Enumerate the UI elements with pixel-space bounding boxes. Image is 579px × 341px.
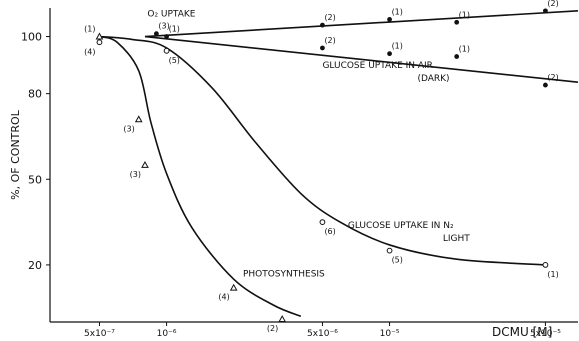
replicate-count-label: (2): [324, 36, 335, 45]
replicate-count-label: (1): [459, 45, 470, 54]
replicate-count-label: (2): [547, 0, 558, 8]
series-label-3: PHOTOSYNTHESIS: [243, 269, 325, 279]
data-point-dot: [320, 22, 325, 28]
replicate-count-label: (1): [547, 270, 558, 279]
data-point-circle: [163, 47, 170, 54]
data-point-circle: [96, 39, 103, 46]
replicate-count-label: (3): [123, 124, 134, 133]
x-tick-label: 10⁻⁵: [380, 329, 400, 339]
data-point-dot: [153, 31, 159, 37]
replicate-count-label: (1): [459, 10, 470, 19]
replicate-count-label: (5): [392, 256, 403, 265]
replicate-count-label: (3): [130, 170, 141, 179]
y-ticks: 20 50 80 100: [21, 31, 50, 272]
x-tick-label: 5x10⁻⁷: [84, 329, 115, 339]
data-point-dot: [543, 8, 548, 14]
data-point-dot: [320, 45, 325, 51]
y-tick-label: 80: [28, 88, 42, 101]
axes: [49, 8, 578, 323]
series-line-2: [99, 35, 546, 266]
x-tick-label: 5x10⁻⁵: [530, 329, 561, 339]
series-note-2: LIGHT: [443, 234, 470, 244]
y-tick-label: 50: [28, 173, 42, 186]
replicate-count-label: (1): [392, 7, 403, 16]
series-line-0: [144, 10, 579, 38]
data-point-dot: [454, 54, 460, 59]
replicate-count-label: (1): [84, 25, 95, 34]
x-tick-label: 10⁻⁶: [157, 329, 177, 339]
data-point-triangle: [229, 283, 238, 291]
x-axis-label: DCMU [M]: [492, 325, 552, 339]
series-label-1: GLUCOSE UPTAKE IN AIR: [322, 61, 433, 71]
series-labels: O₂ UPTAKE GLUCOSE UPTAKE IN AIR (DARK) GLUC…: [147, 10, 470, 280]
replicate-count-label: (2): [324, 13, 335, 22]
replicate-count-label: (1): [392, 42, 403, 51]
replicate-count-label: (1): [169, 25, 180, 34]
curves: [99, 10, 579, 318]
data-point-dot: [454, 19, 460, 25]
series-line-1: [144, 35, 579, 84]
data-point-circle: [319, 219, 326, 225]
series-label-0: O₂ UPTAKE: [147, 10, 195, 20]
y-tick-label: 20: [28, 259, 42, 272]
replicate-count-label: (2): [267, 324, 278, 333]
y-axis-label: %, OF CONTROL: [9, 109, 22, 200]
data-point-dot: [387, 17, 392, 22]
data-point-triangle: [95, 32, 104, 40]
replicate-count-label: (4): [218, 293, 229, 302]
replicate-count-label: (4): [84, 47, 95, 56]
replicate-count-label: (5): [169, 56, 180, 65]
replicate-count-label: (2): [547, 73, 558, 82]
data-point-triangle: [141, 160, 149, 168]
y-tick-label: 100: [21, 31, 42, 44]
replicate-count-label: (6): [324, 227, 335, 236]
series-line-3: [99, 35, 302, 318]
data-point-dot: [543, 82, 548, 88]
x-ticks: 5x10⁻⁷ 10⁻⁶ 5x10⁻⁶ 10⁻⁵ 5x10⁻⁵: [84, 322, 561, 339]
series-note-1: (DARK): [417, 74, 449, 84]
data-point-triangle: [278, 315, 287, 323]
data-point-triangle: [134, 115, 143, 123]
data-point-dot: [387, 51, 392, 57]
points: (3) (2) (1) (1) (2) (1) (2) (1) (1) (2) (4) (5) (6) (…: [84, 0, 559, 333]
x-tick-label: 5x10⁻⁶: [307, 329, 338, 339]
data-point-circle: [386, 247, 393, 254]
replicate-count-label: (3): [158, 22, 169, 31]
data-point-dot: [164, 34, 169, 39]
series-label-2: GLUCOSE UPTAKE IN N₂: [348, 221, 454, 231]
data-point-circle: [542, 262, 549, 268]
